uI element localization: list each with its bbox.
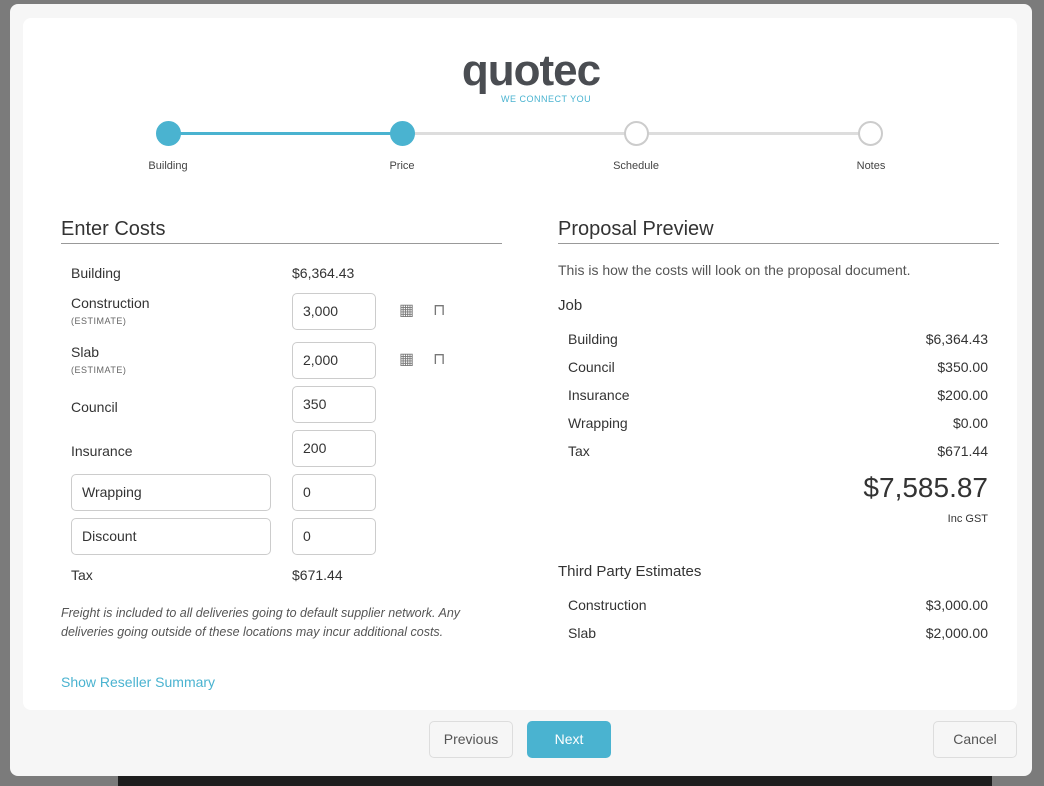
show-reseller-summary-link[interactable]: Show Reseller Summary	[61, 674, 216, 690]
discount-input[interactable]: 0	[292, 518, 376, 555]
calculator-icon[interactable]: ▦	[399, 351, 415, 368]
tax-value: $671.44	[292, 567, 343, 583]
construction-input[interactable]: 3,000	[292, 293, 376, 330]
job-row-label: Council	[568, 359, 615, 375]
job-row: Insurance $200.00	[558, 387, 988, 404]
calculator-icon[interactable]: ▦	[399, 302, 415, 319]
job-heading: Job	[558, 297, 583, 314]
slab-label: Slab	[71, 344, 100, 360]
tax-label: Tax	[71, 567, 93, 583]
third-party-label: Construction	[568, 597, 647, 613]
job-row-value: $0.00	[952, 415, 988, 431]
job-row-label: Building	[568, 331, 618, 347]
council-label: Council	[71, 399, 118, 415]
third-party-row: Slab $2,000.00	[558, 625, 988, 642]
job-row-value: $671.44	[937, 443, 988, 459]
job-row-value: $350.00	[937, 359, 988, 375]
job-row-label: Tax	[568, 443, 590, 459]
step-building-dot[interactable]	[156, 121, 181, 146]
job-row: Tax $671.44	[558, 443, 988, 460]
slab-label-group: Slab (ESTIMATE)	[71, 344, 126, 376]
enter-costs-title: Enter Costs	[61, 218, 502, 244]
job-row-label: Wrapping	[568, 415, 628, 431]
step-label: Notes	[856, 160, 886, 172]
freight-note: Freight is included to all deliveries go…	[61, 606, 461, 639]
preview-intro: This is how the costs will look on the p…	[558, 262, 911, 278]
building-label: Building	[71, 265, 121, 281]
job-row-label: Insurance	[568, 387, 630, 403]
inc-gst-note: Inc GST	[947, 513, 988, 525]
modal: quotec WE CONNECT YOU Building Price Sch…	[10, 4, 1032, 776]
discount-label-input[interactable]: Discount	[71, 518, 271, 555]
slab-input[interactable]: 2,000	[292, 342, 376, 379]
trash-icon[interactable]: ⊓	[433, 351, 446, 368]
estimate-tag: (ESTIMATE)	[71, 316, 127, 326]
wrapping-input[interactable]: 0	[292, 474, 376, 511]
step-label: Building	[148, 160, 188, 172]
step-price-dot[interactable]	[390, 121, 415, 146]
stepper: Building Price Schedule Notes	[23, 118, 1017, 178]
job-row-value: $200.00	[937, 387, 988, 403]
step-notes-dot[interactable]	[858, 121, 883, 146]
next-button[interactable]: Next	[527, 721, 611, 758]
stepper-progress	[168, 132, 402, 135]
logo-word: quotec	[461, 46, 601, 95]
building-value: $6,364.43	[292, 265, 355, 281]
background-table	[118, 776, 992, 786]
construction-label: Construction	[71, 295, 150, 311]
wrapping-label-input[interactable]: Wrapping	[71, 474, 271, 511]
trash-icon[interactable]: ⊓	[433, 302, 446, 319]
council-input[interactable]: 350	[292, 386, 376, 423]
stepper-track	[168, 132, 871, 135]
third-party-value: $3,000.00	[925, 597, 988, 613]
insurance-input[interactable]: 200	[292, 430, 376, 467]
job-row: Council $350.00	[558, 359, 988, 376]
construction-label-group: Construction (ESTIMATE)	[71, 295, 150, 327]
job-row-value: $6,364.43	[925, 331, 988, 347]
proposal-preview-title: Proposal Preview	[558, 218, 999, 244]
step-label: Price	[389, 160, 415, 172]
step-label: Schedule	[613, 160, 659, 172]
step-schedule-dot[interactable]	[624, 121, 649, 146]
third-party-row: Construction $3,000.00	[558, 597, 988, 614]
cancel-button[interactable]: Cancel	[933, 721, 1017, 758]
insurance-label: Insurance	[71, 443, 133, 459]
third-party-label: Slab	[568, 625, 597, 641]
previous-button[interactable]: Previous	[429, 721, 513, 758]
quotec-logo: quotec WE CONNECT YOU	[441, 48, 621, 105]
logo-tagline: WE CONNECT YOU	[501, 94, 592, 104]
third-party-heading: Third Party Estimates	[558, 563, 702, 580]
job-row: Wrapping $0.00	[558, 415, 988, 432]
job-row: Building $6,364.43	[558, 331, 988, 348]
estimate-tag: (ESTIMATE)	[71, 365, 127, 375]
modal-card: quotec WE CONNECT YOU Building Price Sch…	[23, 18, 1017, 710]
total-value: $7,585.87	[863, 472, 988, 503]
third-party-value: $2,000.00	[925, 625, 988, 641]
